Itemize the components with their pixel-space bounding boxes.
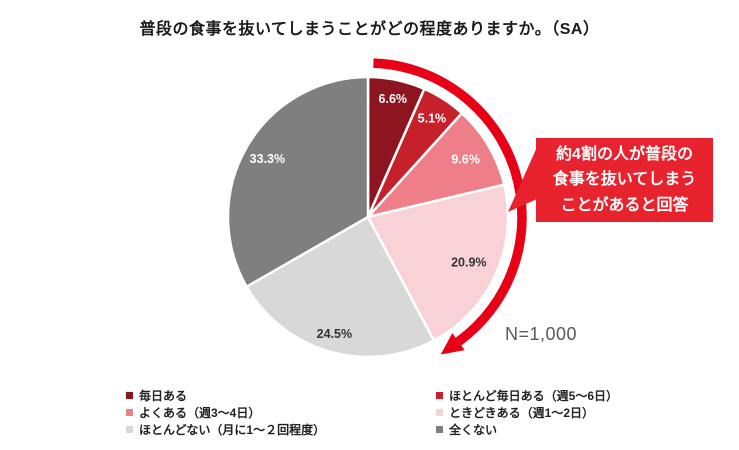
legend-swatch-icon (436, 409, 443, 416)
pie-slice-labels: 6.6% 5.1% 9.6% 20.9% 24.5% 33.3% (250, 92, 487, 341)
legend-swatch-icon (436, 392, 443, 399)
pie-slices (226, 75, 510, 359)
annotation-arc-arrow (373, 58, 527, 355)
legend-swatch-icon (436, 426, 443, 433)
legend-item: 全くない (436, 421, 716, 438)
legend-label: ほとんどない（月に1〜２回程度） (139, 423, 326, 437)
arrowhead-icon (440, 333, 465, 355)
legend-column-1: 毎日あるよくある（週3〜4日） ほとんどない（月に1〜２回程度） (126, 387, 436, 438)
legend-label: よくある（週3〜4日） (139, 406, 261, 420)
pie-slice-5 (226, 75, 370, 288)
sample-size-label: N=1,000 (505, 324, 578, 344)
pie-slice-value-1: 5.1% (418, 111, 447, 125)
legend-swatch-icon (126, 409, 133, 416)
legend-label: ほとんど毎日ある（週5〜6日） (449, 389, 618, 403)
callout-box: 約4割の人が普段の 食事を抜いてしまう ことがあると回答 (536, 138, 713, 222)
callout-tail (508, 147, 537, 212)
legend-swatch-icon (126, 392, 133, 399)
legend-item: ときどきある（週1〜2日） (436, 404, 716, 421)
legend-item: ほとんどない（月に1〜２回程度） (126, 421, 436, 438)
legend-item: よくある（週3〜4日） (126, 404, 436, 421)
legend-swatch-icon (126, 426, 133, 433)
legend-label: 全くない (449, 423, 498, 437)
legend: 毎日あるよくある（週3〜4日） ほとんどない（月に1〜２回程度） ほとんど毎日ある… (126, 387, 716, 438)
chart-title: 普段の食事を抜いてしまうことがどの程度ありますか。（SA） (139, 21, 600, 38)
pie-slice-3 (366, 183, 510, 342)
callout-tail-triangle (508, 147, 537, 212)
legend-item: ほとんど毎日ある（週5〜6日） (436, 387, 716, 404)
legend-label: ときどきある（週1〜2日） (449, 406, 594, 420)
pie-slice-value-3: 20.9% (451, 256, 486, 270)
legend-item: 毎日ある (126, 387, 436, 404)
pie-slice-2 (366, 111, 506, 219)
legend-label: 毎日ある (139, 389, 188, 403)
callout-text: 約4割の人が普段の 食事を抜いてしまう ことがあると回答 (552, 145, 697, 214)
pie-slice-value-5: 33.3% (250, 152, 285, 166)
pie-slice-value-0: 6.6% (379, 92, 408, 106)
legend-column-2: ほとんど毎日ある（週5〜6日） ときどきある（週1〜2日） 全くない (436, 387, 716, 438)
pie-slice-value-2: 9.6% (451, 152, 480, 166)
pie-slice-4 (245, 215, 436, 359)
pie-slice-value-4: 24.5% (317, 327, 352, 341)
